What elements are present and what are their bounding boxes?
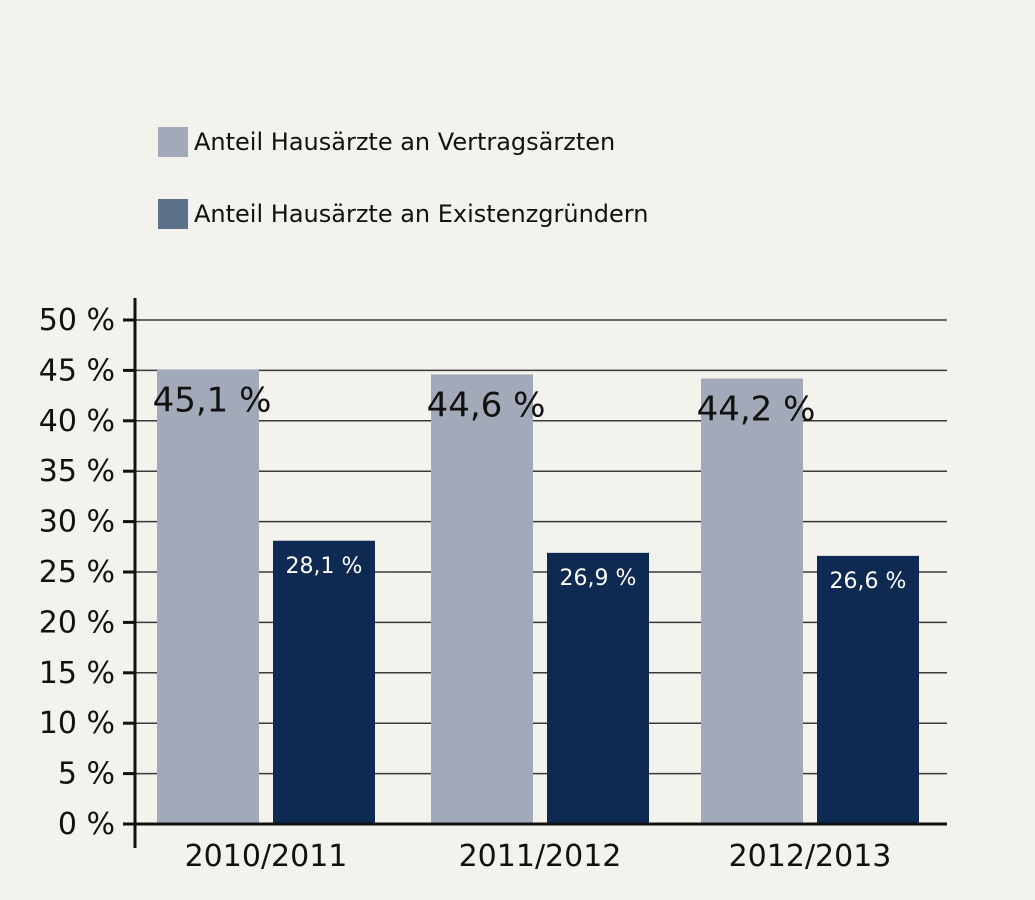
- x-tick-label: 2012/2013: [729, 839, 892, 874]
- bar: [817, 555, 919, 824]
- y-tick-label: 10 %: [39, 706, 115, 741]
- legend-label-existenzgruender: Anteil Hausärzte an Existenzgründern: [194, 200, 649, 228]
- bar: [547, 552, 649, 824]
- x-tick-label: 2011/2012: [459, 839, 622, 874]
- data-label: 26,6 %: [830, 569, 907, 594]
- bar: [273, 540, 375, 824]
- y-tick-label: 20 %: [39, 605, 115, 640]
- bar: [431, 374, 533, 824]
- y-tick-label: 30 %: [39, 505, 115, 540]
- data-label: 44,6 %: [427, 385, 546, 425]
- y-tick-label: 45 %: [39, 353, 115, 388]
- legend-swatch-vertragsaerzte: [158, 127, 188, 157]
- legend-item-vertragsaerzte: Anteil Hausärzte an Vertragsärzten: [158, 122, 648, 162]
- y-tick-label: 15 %: [39, 656, 115, 691]
- bar: [701, 378, 803, 824]
- legend-label-vertragsaerzte: Anteil Hausärzte an Vertragsärzten: [194, 128, 616, 156]
- data-label: 28,1 %: [286, 554, 363, 579]
- legend: Anteil Hausärzte an Vertragsärzten Antei…: [158, 122, 648, 266]
- legend-swatch-existenzgruender: [158, 199, 188, 229]
- bar: [157, 369, 259, 824]
- data-label: 44,2 %: [697, 389, 816, 429]
- y-tick-label: 5 %: [58, 757, 115, 792]
- data-label: 45,1 %: [153, 380, 272, 420]
- legend-item-existenzgruender: Anteil Hausärzte an Existenzgründern: [158, 194, 648, 234]
- y-tick-label: 40 %: [39, 404, 115, 439]
- y-tick-label: 25 %: [39, 555, 115, 590]
- data-label: 26,9 %: [560, 566, 637, 591]
- y-tick-label: 0 %: [58, 807, 115, 842]
- y-tick-label: 35 %: [39, 454, 115, 489]
- y-tick-label: 50 %: [39, 303, 115, 338]
- x-tick-label: 2010/2011: [185, 839, 348, 874]
